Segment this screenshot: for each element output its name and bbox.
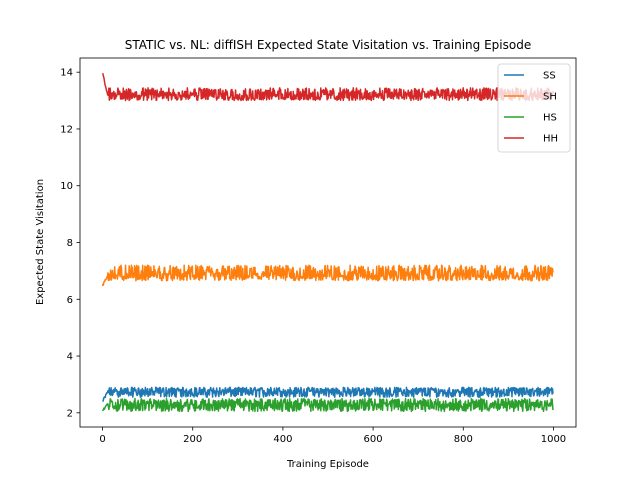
series-line-ss [102, 386, 554, 402]
y-tick-label: 12 [60, 124, 73, 135]
x-axis-title: Training Episode [286, 459, 369, 470]
legend-box [497, 63, 571, 153]
y-tick-label: 8 [67, 238, 73, 249]
y-tick-label: 4 [67, 352, 73, 363]
x-tick-label: 1000 [541, 434, 566, 445]
y-tick-label: 2 [67, 408, 73, 419]
y-tick-label: 14 [60, 68, 73, 79]
legend-label-hs: HS [543, 113, 557, 124]
x-axis: 0 200 400 600 800 1000 [99, 427, 566, 445]
plot-lines [101, 72, 554, 413]
x-tick-label: 200 [183, 434, 202, 445]
y-axis-title: Expected State Visitation [35, 179, 46, 305]
y-tick-label: 10 [60, 181, 73, 192]
y-axis: 2 4 6 8 10 12 14 [60, 68, 80, 419]
series-line-hs [101, 397, 554, 413]
x-tick-label: 800 [454, 434, 473, 445]
x-tick-label: 0 [99, 434, 105, 445]
legend-label-sh: SH [543, 92, 557, 103]
legend-label-hh: HH [543, 134, 558, 145]
y-tick-label: 6 [67, 295, 73, 306]
legend-label-ss: SS [543, 71, 556, 82]
series-line-sh [101, 264, 554, 287]
x-tick-label: 600 [364, 434, 383, 445]
x-tick-label: 400 [273, 434, 292, 445]
legend: SS SH HS HH [497, 63, 571, 153]
chart-title: STATIC vs. NL: diffISH Expected State Vi… [125, 38, 531, 52]
series-line-hh [101, 72, 554, 102]
